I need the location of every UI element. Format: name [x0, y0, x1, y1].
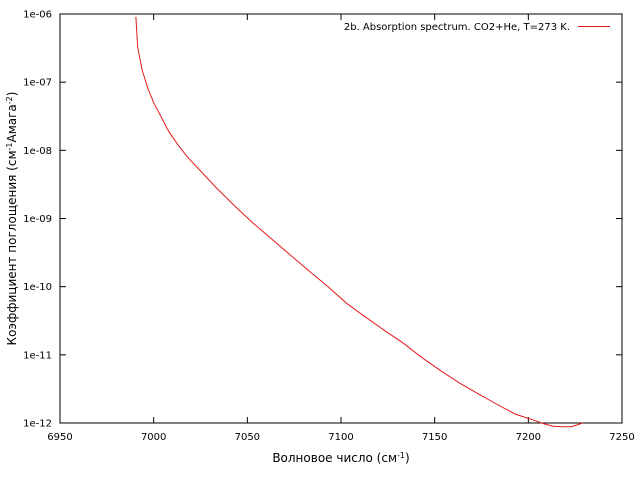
y-axis-title-sup1: -1 — [5, 143, 14, 151]
y-axis-title-mid: Амага — [5, 104, 19, 142]
x-tick-label: 7050 — [235, 432, 260, 443]
x-tick-label: 7200 — [516, 432, 541, 443]
x-axis-title: Волновое число (см-1) — [272, 451, 409, 466]
x-tick-label: 7000 — [141, 432, 166, 443]
x-tick-label: 7100 — [328, 432, 353, 443]
y-axis-title-end: ) — [5, 92, 19, 97]
series-layer — [135, 16, 583, 428]
plot-frame — [59, 13, 623, 424]
x-axis-title-end: ) — [405, 451, 410, 465]
legend: 2b. Absorption spectrum. CO2+He, T=273 K… — [344, 22, 610, 33]
legend-label: 2b. Absorption spectrum. CO2+He, T=273 K… — [344, 22, 570, 33]
y-tick-label: 1e-08 — [23, 146, 52, 157]
x-tick-label: 7150 — [422, 432, 447, 443]
x-tick-label: 7250 — [609, 432, 634, 443]
y-tick-label: 1e-09 — [23, 214, 52, 225]
x-tick-label: 6950 — [47, 432, 72, 443]
y-tick-label: 1e-06 — [23, 10, 52, 21]
y-axis-title-main: Коэффициент поглощения (см — [5, 150, 19, 345]
y-axis-title-sup2: -2 — [5, 96, 14, 104]
x-axis-title-main: Волновое число (см — [272, 451, 397, 465]
series-line — [135, 16, 583, 428]
tick-labels: 6950 7000 7050 7100 7150 7200 7250 1e-12 1e-11 1e… — [23, 10, 635, 444]
ticks — [59, 13, 623, 424]
y-tick-label: 1e-11 — [23, 350, 52, 361]
plot-border — [59, 13, 623, 424]
x-axis-title-sup: -1 — [397, 451, 405, 460]
y-tick-label: 1e-12 — [23, 419, 52, 430]
y-tick-label: 1e-07 — [23, 78, 52, 89]
y-axis-title: Коэффициент поглощения (см-1Амага-2) — [5, 92, 20, 346]
y-tick-label: 1e-10 — [23, 282, 52, 293]
